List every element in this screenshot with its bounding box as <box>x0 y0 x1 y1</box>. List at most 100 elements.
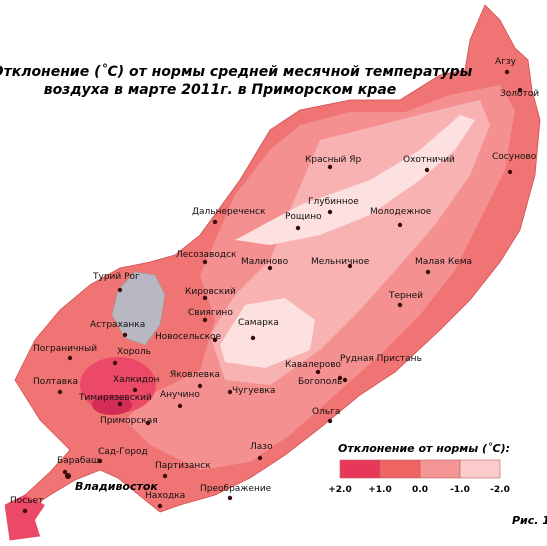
station-dot <box>327 164 333 170</box>
station-dot <box>227 495 233 501</box>
title: Отклонение (˚С) от нормы средней месячно… <box>0 63 473 80</box>
capital-label: Владивосток <box>75 480 158 493</box>
station-label: Кировский <box>185 287 236 297</box>
zone <box>92 395 132 415</box>
station-label: Партизанск <box>155 461 211 471</box>
station-label: Глубинное <box>308 197 359 207</box>
station-label: Сад-Город <box>98 447 148 457</box>
station-label: Лесозаводск <box>176 250 237 260</box>
legend-label: 0.0 <box>412 485 428 495</box>
station-dot <box>202 295 208 301</box>
zone <box>5 495 45 540</box>
station-label: Лазо <box>250 442 273 452</box>
station-label: Барабаш <box>57 456 99 466</box>
station-dot <box>295 225 301 231</box>
station-label: Ольга <box>312 407 340 417</box>
lake <box>111 271 166 346</box>
station-label: Находка <box>145 491 185 501</box>
station-dot <box>57 389 63 395</box>
station-dot <box>227 389 233 395</box>
station-label: Свиягино <box>188 308 233 318</box>
station-dot <box>22 508 28 514</box>
station-label: Рудная Пристань <box>340 354 422 364</box>
station-dot <box>337 375 343 381</box>
station-label: Новосельское <box>155 332 222 342</box>
station-label: Богополь <box>298 377 342 387</box>
caption: Рис. 1 <box>512 514 547 527</box>
station-label: Красный Яр <box>305 155 362 165</box>
station-dot <box>67 355 73 361</box>
station-dot <box>257 455 263 461</box>
station-dot <box>145 420 151 426</box>
station-label: Терней <box>388 291 423 301</box>
station-dot <box>132 387 138 393</box>
station-label: Малая Кема <box>415 257 472 267</box>
legend-swatch <box>459 459 501 479</box>
station-dot <box>62 469 68 475</box>
zone <box>220 298 315 368</box>
station-dot <box>327 418 333 424</box>
station-label: Сосуново <box>492 152 537 162</box>
station-dot <box>327 209 333 215</box>
station-label: Турий Рог <box>92 272 140 282</box>
zone <box>235 115 475 245</box>
station-dot <box>117 401 123 407</box>
station-label: Астраханка <box>90 320 145 330</box>
station-dot <box>267 265 273 271</box>
station-dot <box>162 473 168 479</box>
station-label: Посьет <box>10 496 43 506</box>
station-dot <box>425 269 431 275</box>
station-label: Золотой <box>500 89 539 99</box>
station-label: Тимирязевский <box>78 393 152 403</box>
station-label: Молодежное <box>370 207 432 217</box>
station-label: Хороль <box>117 347 151 357</box>
station-dot <box>397 302 403 308</box>
station-label: Полтавка <box>33 377 78 387</box>
station-label: Яковлевка <box>170 370 220 380</box>
station-label: Дальнереченск <box>192 207 266 217</box>
station-label: Мельничное <box>311 257 370 267</box>
station-dot <box>212 337 218 343</box>
station-label: Охотничий <box>403 155 455 165</box>
station-dot <box>157 503 163 509</box>
station-dot <box>197 383 203 389</box>
station-dot <box>202 259 208 265</box>
station-label: Чугуевка <box>232 386 275 396</box>
legend: +2.0 +1.0 0.0 -1.0 -2.0 <box>328 459 510 495</box>
station-dot <box>97 458 103 464</box>
station-dot <box>347 263 353 269</box>
station-dot <box>122 332 128 338</box>
station-dot <box>342 377 348 383</box>
legend-label: -1.0 <box>450 485 470 495</box>
station-label: Самарка <box>238 318 279 328</box>
station-label: Приморская <box>100 416 158 426</box>
station-dot <box>397 222 403 228</box>
legend-label: -2.0 <box>490 485 510 495</box>
station-label: Кавалерово <box>285 360 342 370</box>
station-dot <box>507 169 513 175</box>
station-dot <box>212 219 218 225</box>
legend-label: +1.0 <box>368 485 391 495</box>
station-dot <box>315 369 321 375</box>
station-dot <box>112 360 118 366</box>
legend-swatch <box>339 459 381 479</box>
station-dot <box>250 335 256 341</box>
station-dot <box>202 317 208 323</box>
title: воздуха в марте 2011г. в Приморском крае <box>44 82 397 98</box>
capital-dot <box>65 473 71 479</box>
station-dot <box>177 403 183 409</box>
station-dot <box>117 287 123 293</box>
station-label: Преображение <box>200 484 272 494</box>
station-label: Пограничный <box>33 344 97 354</box>
station-label: Халкидон <box>113 375 159 385</box>
station-label: Рощино <box>285 212 322 222</box>
station-label: Агзу <box>495 57 517 67</box>
stations: Агзу Золотой Сосуново Охотничий Красный Яр Гл… <box>10 57 539 514</box>
station-label: Анучино <box>160 390 200 400</box>
station-dot <box>517 87 523 93</box>
legend-title: Отклонение от нормы (˚С): <box>338 442 510 455</box>
legend-swatch <box>379 459 421 479</box>
station-dot <box>424 167 430 173</box>
legend-label: +2.0 <box>328 485 351 495</box>
